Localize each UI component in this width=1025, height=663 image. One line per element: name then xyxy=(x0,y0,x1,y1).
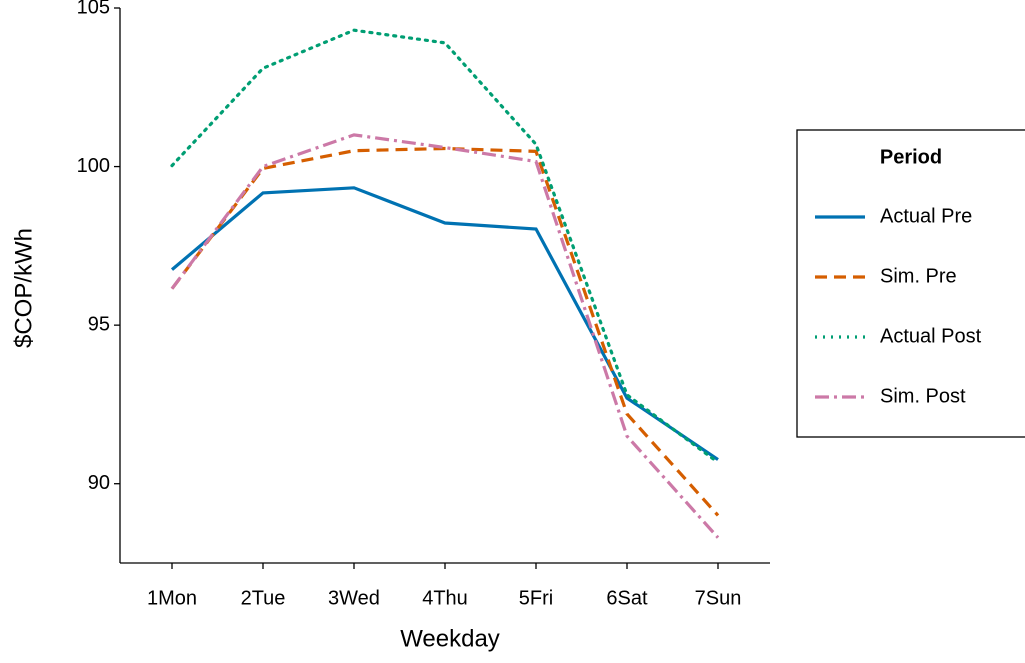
line-series xyxy=(170,186,719,461)
line-series xyxy=(170,133,720,539)
legend-box xyxy=(796,129,1025,438)
legend-title: Period xyxy=(880,146,942,168)
legend-label: Sim. Post xyxy=(880,385,966,407)
legend-label: Sim. Pre xyxy=(880,265,957,287)
y-axis-title: $COP/kWh xyxy=(10,228,37,348)
x-tick-label: 1Mon xyxy=(147,587,197,609)
line-series xyxy=(170,28,720,465)
y-tick-label: 105 xyxy=(77,0,110,18)
legend-label: Actual Post xyxy=(880,325,982,347)
x-tick-label: 6Sat xyxy=(606,587,648,609)
y-tick-label: 95 xyxy=(88,313,110,335)
x-tick-label: 5Fri xyxy=(519,587,553,609)
line-series xyxy=(170,146,720,517)
y-tick-label: 100 xyxy=(77,155,110,177)
x-tick-label: 4Thu xyxy=(422,587,468,609)
x-axis-title: Weekday xyxy=(400,625,500,652)
y-tick-label: 90 xyxy=(88,472,110,494)
legend-label: Actual Pre xyxy=(880,205,972,227)
x-tick-label: 3Wed xyxy=(328,587,380,609)
x-tick-label: 2Tue xyxy=(241,587,286,609)
x-tick-label: 7Sun xyxy=(695,587,742,609)
